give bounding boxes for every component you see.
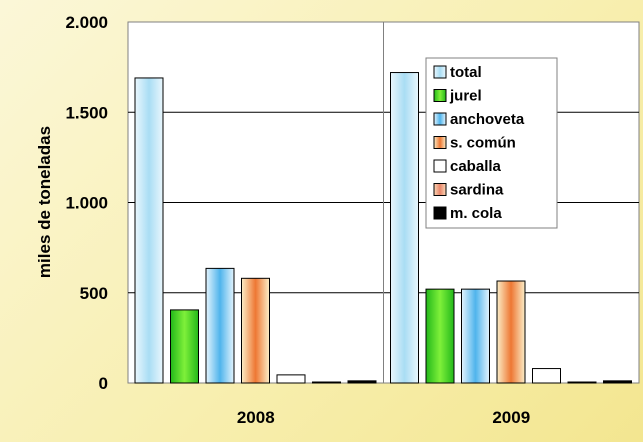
legend-swatch-jurel [433, 89, 447, 102]
x-category-label: 2009 [492, 408, 530, 427]
bars [134, 72, 632, 384]
legend-swatch-sardina [433, 183, 447, 196]
legend-label-caballa: caballa [450, 158, 502, 175]
bar-total-2008 [134, 77, 164, 384]
y-axis-label: miles de toneladas [35, 126, 54, 278]
bar-sardina-2008 [312, 381, 341, 384]
x-category-label: 2008 [237, 408, 275, 427]
y-tick-label: 1.500 [65, 103, 108, 122]
legend-label-total: total [450, 64, 482, 81]
bar-caballa-2009 [532, 368, 561, 384]
bar-jurel-2008 [170, 309, 199, 384]
bar-anchoveta-2008 [205, 267, 235, 384]
y-tick-label: 0 [99, 374, 108, 393]
bar-m-cola-2009 [603, 380, 632, 384]
legend-label-m-cola: m. cola [450, 205, 502, 222]
legend-swatch-m-cola [433, 206, 447, 220]
bar-sardina-2009 [567, 381, 597, 384]
legend-swatch-s-com-n [433, 136, 447, 149]
bar-total-2009 [390, 72, 419, 384]
y-axis-ticks: 0 500 1.000 1.500 2.000 [65, 13, 108, 393]
y-tick-label: 1.000 [65, 194, 108, 213]
x-axis-categories: 2008 2009 [237, 408, 530, 427]
y-tick-label: 2.000 [65, 13, 108, 32]
legend-box [425, 57, 558, 229]
legend-swatch-caballa [433, 159, 447, 173]
bar-caballa-2008 [276, 374, 306, 384]
legend-label-jurel: jurel [449, 88, 482, 105]
bar-s-com-n-2009 [496, 280, 526, 384]
legend-label-sardina: sardina [450, 182, 504, 199]
bar-m-cola-2008 [347, 380, 377, 384]
y-tick-label: 500 [80, 284, 108, 303]
legend-swatch-total [433, 65, 447, 79]
legend-label-s-com-n: s. común [450, 135, 516, 152]
bar-jurel-2009 [425, 288, 455, 384]
legend: total jurel anchoveta s. común caballa sardin… [425, 57, 558, 229]
legend-swatch-anchoveta [433, 112, 447, 126]
bar-anchoveta-2009 [461, 288, 490, 384]
legend-label-anchoveta: anchoveta [450, 111, 525, 128]
bar-s-com-n-2008 [241, 277, 270, 384]
